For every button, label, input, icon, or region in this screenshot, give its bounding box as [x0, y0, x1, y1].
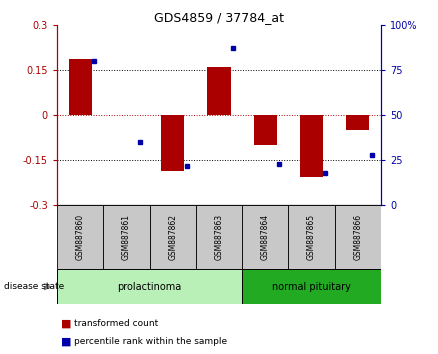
Text: percentile rank within the sample: percentile rank within the sample — [74, 337, 228, 346]
Bar — [335, 205, 381, 269]
Bar — [196, 205, 242, 269]
Bar — [346, 115, 370, 130]
Bar — [300, 115, 323, 177]
Bar — [103, 205, 149, 269]
Title: GDS4859 / 37784_at: GDS4859 / 37784_at — [154, 11, 284, 24]
Bar — [57, 269, 242, 304]
Text: GSM887863: GSM887863 — [215, 214, 223, 260]
Text: GSM887864: GSM887864 — [261, 214, 270, 260]
Text: normal pituitary: normal pituitary — [272, 282, 351, 292]
Text: ■: ■ — [61, 319, 72, 329]
Text: GSM887866: GSM887866 — [353, 214, 362, 260]
Text: GSM887862: GSM887862 — [168, 214, 177, 260]
Text: GSM887860: GSM887860 — [76, 214, 85, 260]
Bar — [68, 59, 92, 115]
Text: ■: ■ — [61, 337, 72, 347]
Bar — [57, 205, 103, 269]
Bar — [242, 269, 381, 304]
Text: transformed count: transformed count — [74, 319, 159, 329]
Bar — [208, 67, 230, 115]
Text: prolactinoma: prolactinoma — [117, 282, 182, 292]
Text: GSM887861: GSM887861 — [122, 214, 131, 260]
Bar — [149, 205, 196, 269]
Bar — [289, 205, 335, 269]
Text: GSM887865: GSM887865 — [307, 214, 316, 260]
Bar — [242, 205, 289, 269]
Bar — [254, 115, 277, 145]
Text: disease state: disease state — [4, 282, 65, 291]
Bar — [161, 115, 184, 171]
